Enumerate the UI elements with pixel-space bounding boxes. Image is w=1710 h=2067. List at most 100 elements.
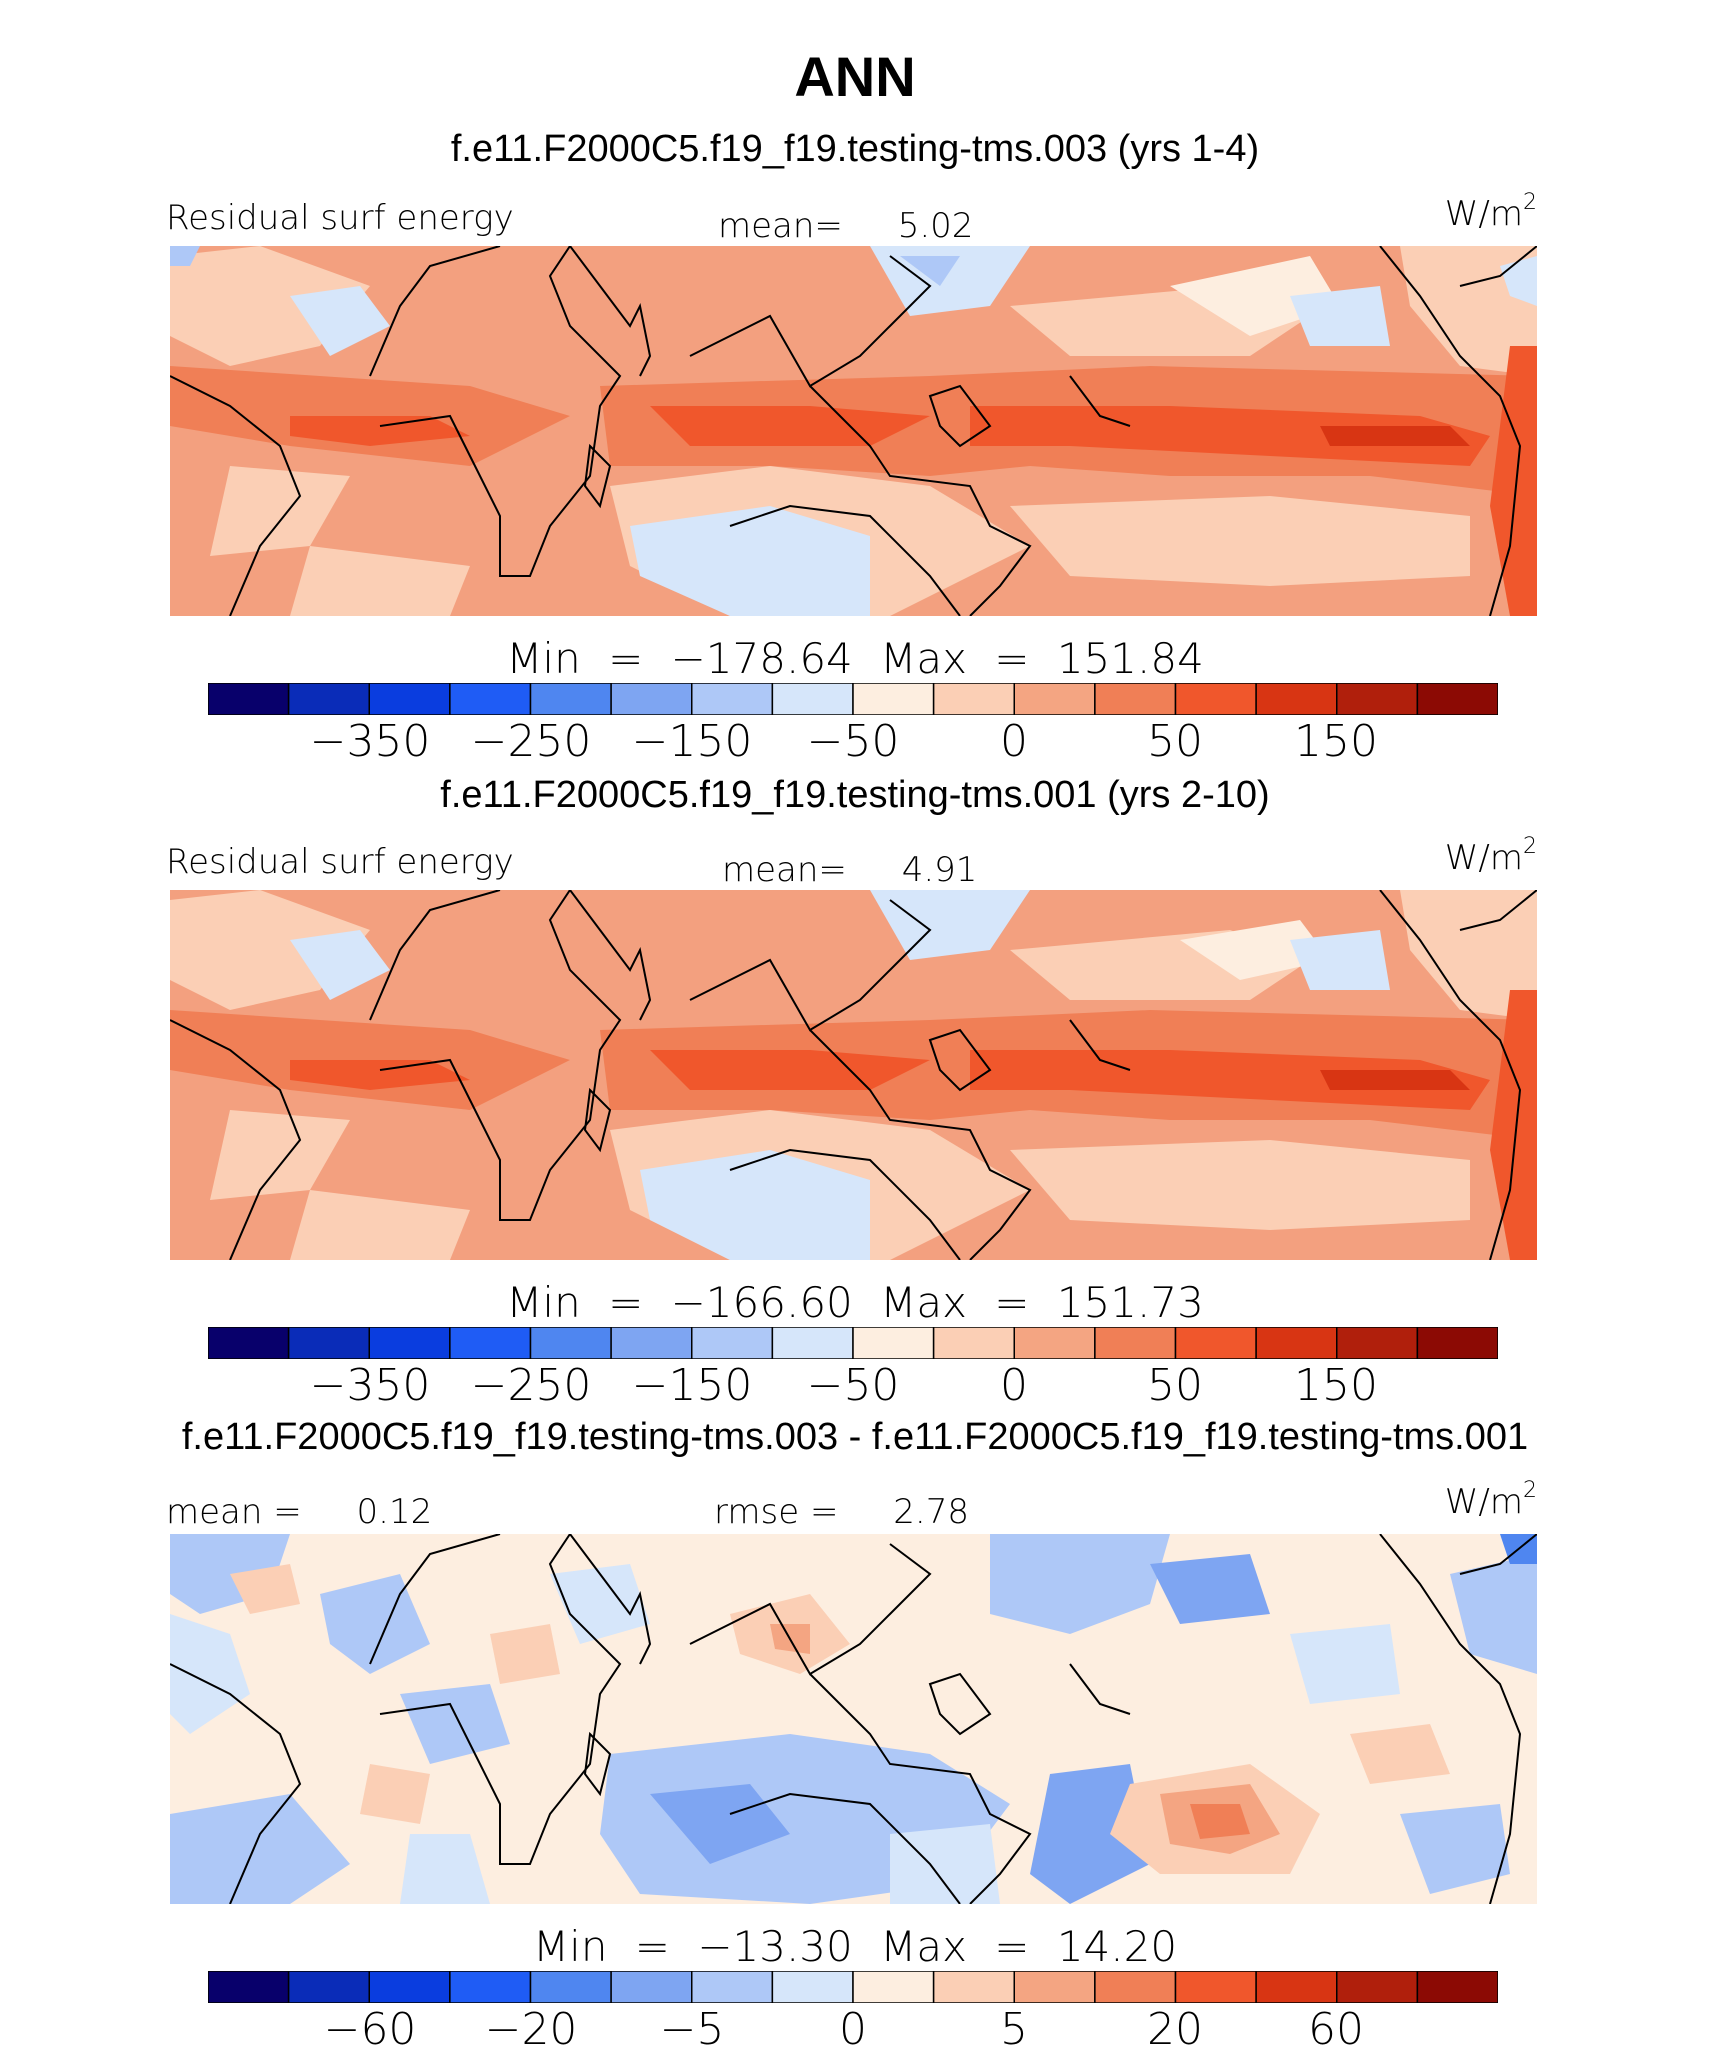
panel-1-units: W/m2 <box>1444 190 1537 234</box>
colorbar-tick: −20 <box>484 2004 578 2055</box>
colorbar-tick: −60 <box>323 2004 417 2055</box>
panel-3-rmse-value: 2.78 <box>893 1492 969 1532</box>
colorbar-swatch <box>1013 1971 1096 2003</box>
colorbar-swatch <box>1336 1971 1419 2003</box>
colorbar-swatch <box>610 683 693 715</box>
panel-3-colorbar <box>208 1971 1498 2003</box>
colorbar-swatch <box>1094 1327 1177 1359</box>
panel-3-minmax: Min = −13.30 Max = 14.20 <box>532 1922 1178 1971</box>
colorbar-swatch <box>610 1327 693 1359</box>
colorbar-swatch <box>1416 683 1498 715</box>
colorbar-swatch <box>529 1971 612 2003</box>
colorbar-swatch <box>691 1327 774 1359</box>
panel-1-case-title: f.e11.F2000C5.f19_f19.testing-tms.003 (y… <box>450 128 1260 170</box>
colorbar-swatch <box>932 683 1015 715</box>
colorbar-swatch <box>1013 683 1096 715</box>
colorbar-swatch <box>1336 683 1419 715</box>
colorbar-tick: 20 <box>1147 2004 1203 2055</box>
colorbar-tick: 0 <box>839 2004 867 2055</box>
colorbar-tick: 50 <box>1147 1360 1203 1411</box>
colorbar-swatch <box>1094 1971 1177 2003</box>
panel-2-colorbar <box>208 1327 1498 1359</box>
colorbar-tick: 50 <box>1147 716 1203 767</box>
panel-1-minmax: Min = −178.64 Max = 151.84 <box>506 634 1204 683</box>
colorbar-swatch <box>1255 1327 1338 1359</box>
colorbar-swatch <box>852 683 935 715</box>
panel-1-mean-label: mean= <box>718 206 843 246</box>
colorbar-swatch <box>1013 1327 1096 1359</box>
colorbar-swatch <box>1416 1327 1498 1359</box>
colorbar-swatch <box>208 683 290 715</box>
colorbar-swatch <box>449 1327 532 1359</box>
panel-3-rmse-label: rmse = <box>714 1492 839 1532</box>
panel-2-units: W/m2 <box>1444 834 1537 878</box>
colorbar-swatch <box>208 1971 290 2003</box>
colorbar-swatch <box>449 1971 532 2003</box>
colorbar-tick: −150 <box>631 716 753 767</box>
colorbar-swatch <box>1174 1327 1257 1359</box>
colorbar-swatch <box>368 1327 451 1359</box>
panel-2-variable-label: Residual surf energy <box>166 842 514 882</box>
panel-2-mean: mean= 4.91 <box>722 850 977 890</box>
colorbar-swatch <box>287 683 370 715</box>
colorbar-swatch <box>1416 1971 1498 2003</box>
colorbar-tick: −50 <box>806 716 900 767</box>
colorbar-swatch <box>771 1971 854 2003</box>
colorbar-swatch <box>368 683 451 715</box>
colorbar-tick: −250 <box>470 1360 592 1411</box>
colorbar-swatch <box>529 1327 612 1359</box>
panel-2-mean-label: mean= <box>722 850 847 890</box>
colorbar-tick: 150 <box>1294 716 1378 767</box>
colorbar-swatch <box>1174 683 1257 715</box>
colorbar-swatch <box>208 1327 290 1359</box>
panel-2-map <box>170 890 1537 1260</box>
panel-1-map <box>170 246 1537 616</box>
panel-1-variable-label: Residual surf energy <box>166 198 514 238</box>
colorbar-swatch <box>529 683 612 715</box>
colorbar-swatch <box>691 683 774 715</box>
colorbar-tick: 5 <box>1000 2004 1028 2055</box>
colorbar-tick: −350 <box>309 716 431 767</box>
panel-3-units: W/m2 <box>1444 1478 1537 1522</box>
panel-2-mean-value: 4.91 <box>901 850 978 890</box>
panel-1-mean-value: 5.02 <box>897 206 974 246</box>
colorbar-tick: −350 <box>309 1360 431 1411</box>
colorbar-tick: −150 <box>631 1360 753 1411</box>
colorbar-swatch <box>1336 1327 1419 1359</box>
colorbar-swatch <box>691 1971 774 2003</box>
colorbar-tick: 0 <box>1000 1360 1028 1411</box>
colorbar-swatch <box>287 1327 370 1359</box>
panel-2-case-title: f.e11.F2000C5.f19_f19.testing-tms.001 (y… <box>440 774 1270 816</box>
panel-3-case-title: f.e11.F2000C5.f19_f19.testing-tms.003 - … <box>181 1416 1529 1458</box>
colorbar-swatch <box>287 1971 370 2003</box>
colorbar-tick: 0 <box>1000 716 1028 767</box>
panel-3-map <box>170 1534 1537 1904</box>
panel-3-rmse: rmse = 2.78 <box>714 1492 969 1532</box>
colorbar-swatch <box>1094 683 1177 715</box>
colorbar-swatch <box>932 1327 1015 1359</box>
panel-1-mean: mean= 5.02 <box>718 206 973 246</box>
panel-3-mean-value: 0.12 <box>356 1492 433 1532</box>
colorbar-swatch <box>1174 1971 1257 2003</box>
colorbar-swatch <box>771 683 854 715</box>
panel-1-colorbar <box>208 683 1498 715</box>
colorbar-tick: −250 <box>470 716 592 767</box>
colorbar-swatch <box>771 1327 854 1359</box>
colorbar-swatch <box>368 1971 451 2003</box>
panel-2-minmax: Min = −166.60 Max = 151.73 <box>506 1278 1204 1327</box>
colorbar-swatch <box>1255 1971 1338 2003</box>
colorbar-tick: 60 <box>1308 2004 1364 2055</box>
colorbar-tick: −5 <box>659 2004 725 2055</box>
colorbar-swatch <box>1255 683 1338 715</box>
colorbar-tick: 150 <box>1294 1360 1378 1411</box>
colorbar-swatch <box>932 1971 1015 2003</box>
panel-3-mean-label: mean = <box>166 1492 302 1532</box>
colorbar-swatch <box>852 1971 935 2003</box>
colorbar-tick: −50 <box>806 1360 900 1411</box>
figure-title: ANN <box>794 45 916 108</box>
colorbar-swatch <box>449 683 532 715</box>
colorbar-swatch <box>610 1971 693 2003</box>
colorbar-swatch <box>852 1327 935 1359</box>
panel-3-mean: mean = 0.12 <box>166 1492 432 1532</box>
